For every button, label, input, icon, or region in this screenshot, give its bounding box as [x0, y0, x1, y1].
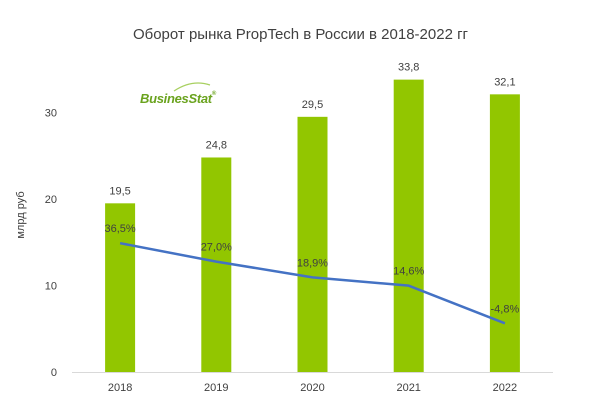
- chart-title: Оборот рынка PropTech в России в 2018-20…: [132, 26, 469, 43]
- line-value-label: -4,8%: [491, 303, 520, 315]
- logo-swoosh-icon: [173, 82, 211, 92]
- line-value-label: 18,9%: [297, 257, 328, 269]
- line-value-label: 27,0%: [201, 242, 232, 254]
- y-tick-label: 10: [45, 281, 57, 293]
- y-axis-title: млрд руб: [15, 191, 27, 238]
- bar-value-label: 19,5: [109, 185, 130, 197]
- bar: [201, 157, 232, 372]
- logo-registered-mark: ®: [211, 91, 216, 97]
- y-tick-label: 30: [45, 108, 57, 120]
- line-value-label: 14,6%: [393, 266, 424, 278]
- bar-value-label: 29,5: [302, 99, 323, 111]
- bar: [297, 116, 328, 372]
- x-tick-label: 2021: [396, 382, 420, 394]
- x-tick-label: 2019: [204, 382, 228, 394]
- businesstat-logo: BusinesStat®: [140, 82, 216, 106]
- bar: [105, 203, 136, 372]
- bar: [489, 94, 520, 373]
- bar-value-label: 32,1: [494, 76, 515, 88]
- bar: [393, 79, 424, 372]
- x-tick-label: 2020: [300, 382, 324, 394]
- x-tick-label: 2018: [108, 382, 132, 394]
- y-tick-label: 0: [51, 367, 57, 379]
- line-value-label: 36,5%: [104, 223, 135, 235]
- bar-value-label: 24,8: [206, 139, 227, 151]
- bar-value-label: 33,8: [398, 62, 419, 74]
- x-tick-label: 2022: [493, 382, 517, 394]
- logo-text: BusinesStat: [140, 91, 212, 106]
- y-tick-label: 20: [45, 194, 57, 206]
